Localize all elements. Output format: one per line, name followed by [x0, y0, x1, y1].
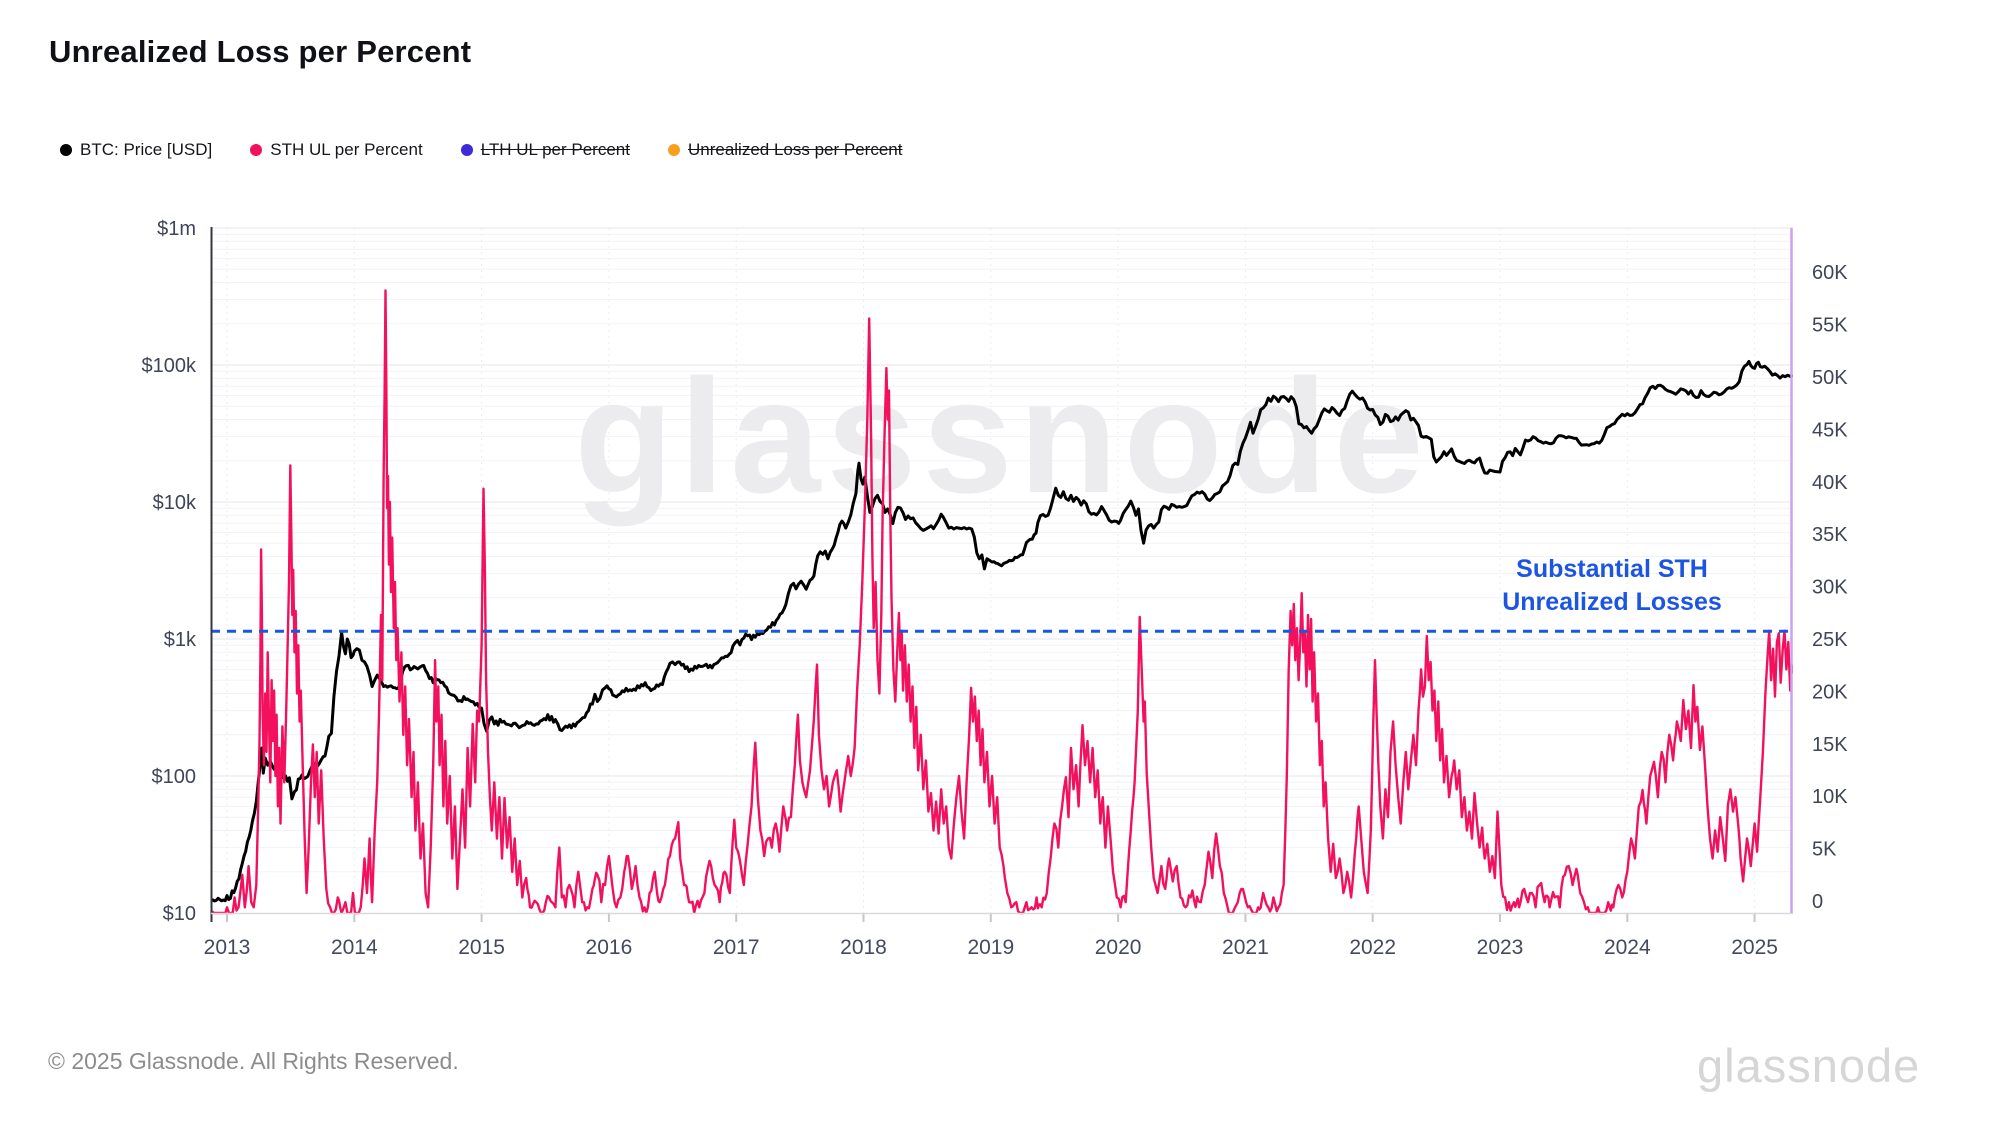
- legend-dot-sth-ul: [250, 144, 263, 156]
- x-tick-label: 2020: [1095, 936, 1142, 959]
- y-right-label: 15K: [1812, 734, 1848, 756]
- x-tick-label: 2021: [1222, 936, 1269, 959]
- x-tick-label: 2016: [586, 936, 633, 959]
- x-tick-label: 2019: [967, 936, 1014, 959]
- y-right-label: 35K: [1812, 524, 1848, 546]
- legend-item-unrealized-loss[interactable]: Unrealized Loss per Percent: [667, 140, 903, 160]
- legend-item-btc-price[interactable]: BTC: Price [USD]: [60, 140, 212, 160]
- glassnode-watermark: glassnode: [574, 346, 1429, 527]
- y-right-label: 30K: [1812, 577, 1848, 599]
- legend-label: Unrealized Loss per Percent: [687, 140, 903, 159]
- chart-legend: BTC: Price [USD] STH UL per Percent LTH …: [60, 140, 902, 160]
- y-left-label: $10k: [153, 492, 197, 514]
- y-right-label: 5K: [1812, 839, 1837, 861]
- y-right-label: 40K: [1812, 472, 1848, 494]
- legend-item-lth-ul[interactable]: LTH UL per Percent: [460, 140, 630, 160]
- x-tick-label: 2018: [840, 936, 887, 959]
- annotation-line-1: Substantial STH: [1516, 555, 1708, 583]
- legend-label: LTH UL per Percent: [480, 140, 630, 159]
- y-left-label: $10: [163, 903, 196, 925]
- chart-annotation: Substantial STH Unrealized Losses: [1427, 553, 1797, 619]
- annotation-line-2: Unrealized Losses: [1502, 588, 1722, 616]
- y-right-label: 55K: [1812, 315, 1848, 337]
- y-right-label: 60K: [1812, 262, 1848, 284]
- legend-item-sth-ul[interactable]: STH UL per Percent: [250, 140, 423, 160]
- y-left-label: $100k: [142, 355, 197, 377]
- legend-label: STH UL per Percent: [270, 140, 423, 159]
- x-tick-label: 2017: [713, 936, 760, 959]
- page-title: Unrealized Loss per Percent: [49, 34, 472, 69]
- y-left-label: $1m: [157, 218, 196, 240]
- copyright-text: © 2025 Glassnode. All Rights Reserved.: [48, 1048, 459, 1074]
- x-tick-label: 2022: [1349, 936, 1396, 959]
- btc-price-line: [211, 359, 1793, 903]
- y-left-label: $100: [152, 766, 197, 788]
- legend-label: BTC: Price [USD]: [80, 140, 213, 159]
- x-tick-label: 2014: [331, 936, 378, 959]
- y-right-label: 25K: [1812, 629, 1848, 651]
- glassnode-logo: glassnode: [1697, 1039, 1921, 1092]
- x-tick-label: 2025: [1731, 936, 1778, 959]
- y-right-label: 0: [1812, 891, 1823, 913]
- x-tick-label: 2013: [204, 936, 251, 959]
- sth-ul-line: [211, 289, 1793, 915]
- x-tick-label: 2023: [1477, 936, 1524, 959]
- legend-dot-btc-price: [60, 144, 72, 156]
- y-right-label: 10K: [1812, 786, 1848, 808]
- y-right-label: 20K: [1812, 681, 1848, 703]
- y-right-label: 50K: [1812, 367, 1848, 389]
- y-left-label: $1k: [164, 629, 197, 651]
- y-right-label: 45K: [1812, 419, 1848, 441]
- legend-dot-lth-ul: [460, 144, 473, 156]
- x-tick-label: 2024: [1604, 936, 1651, 959]
- x-tick-label: 2015: [458, 936, 505, 959]
- legend-dot-unrealized-loss: [667, 144, 680, 156]
